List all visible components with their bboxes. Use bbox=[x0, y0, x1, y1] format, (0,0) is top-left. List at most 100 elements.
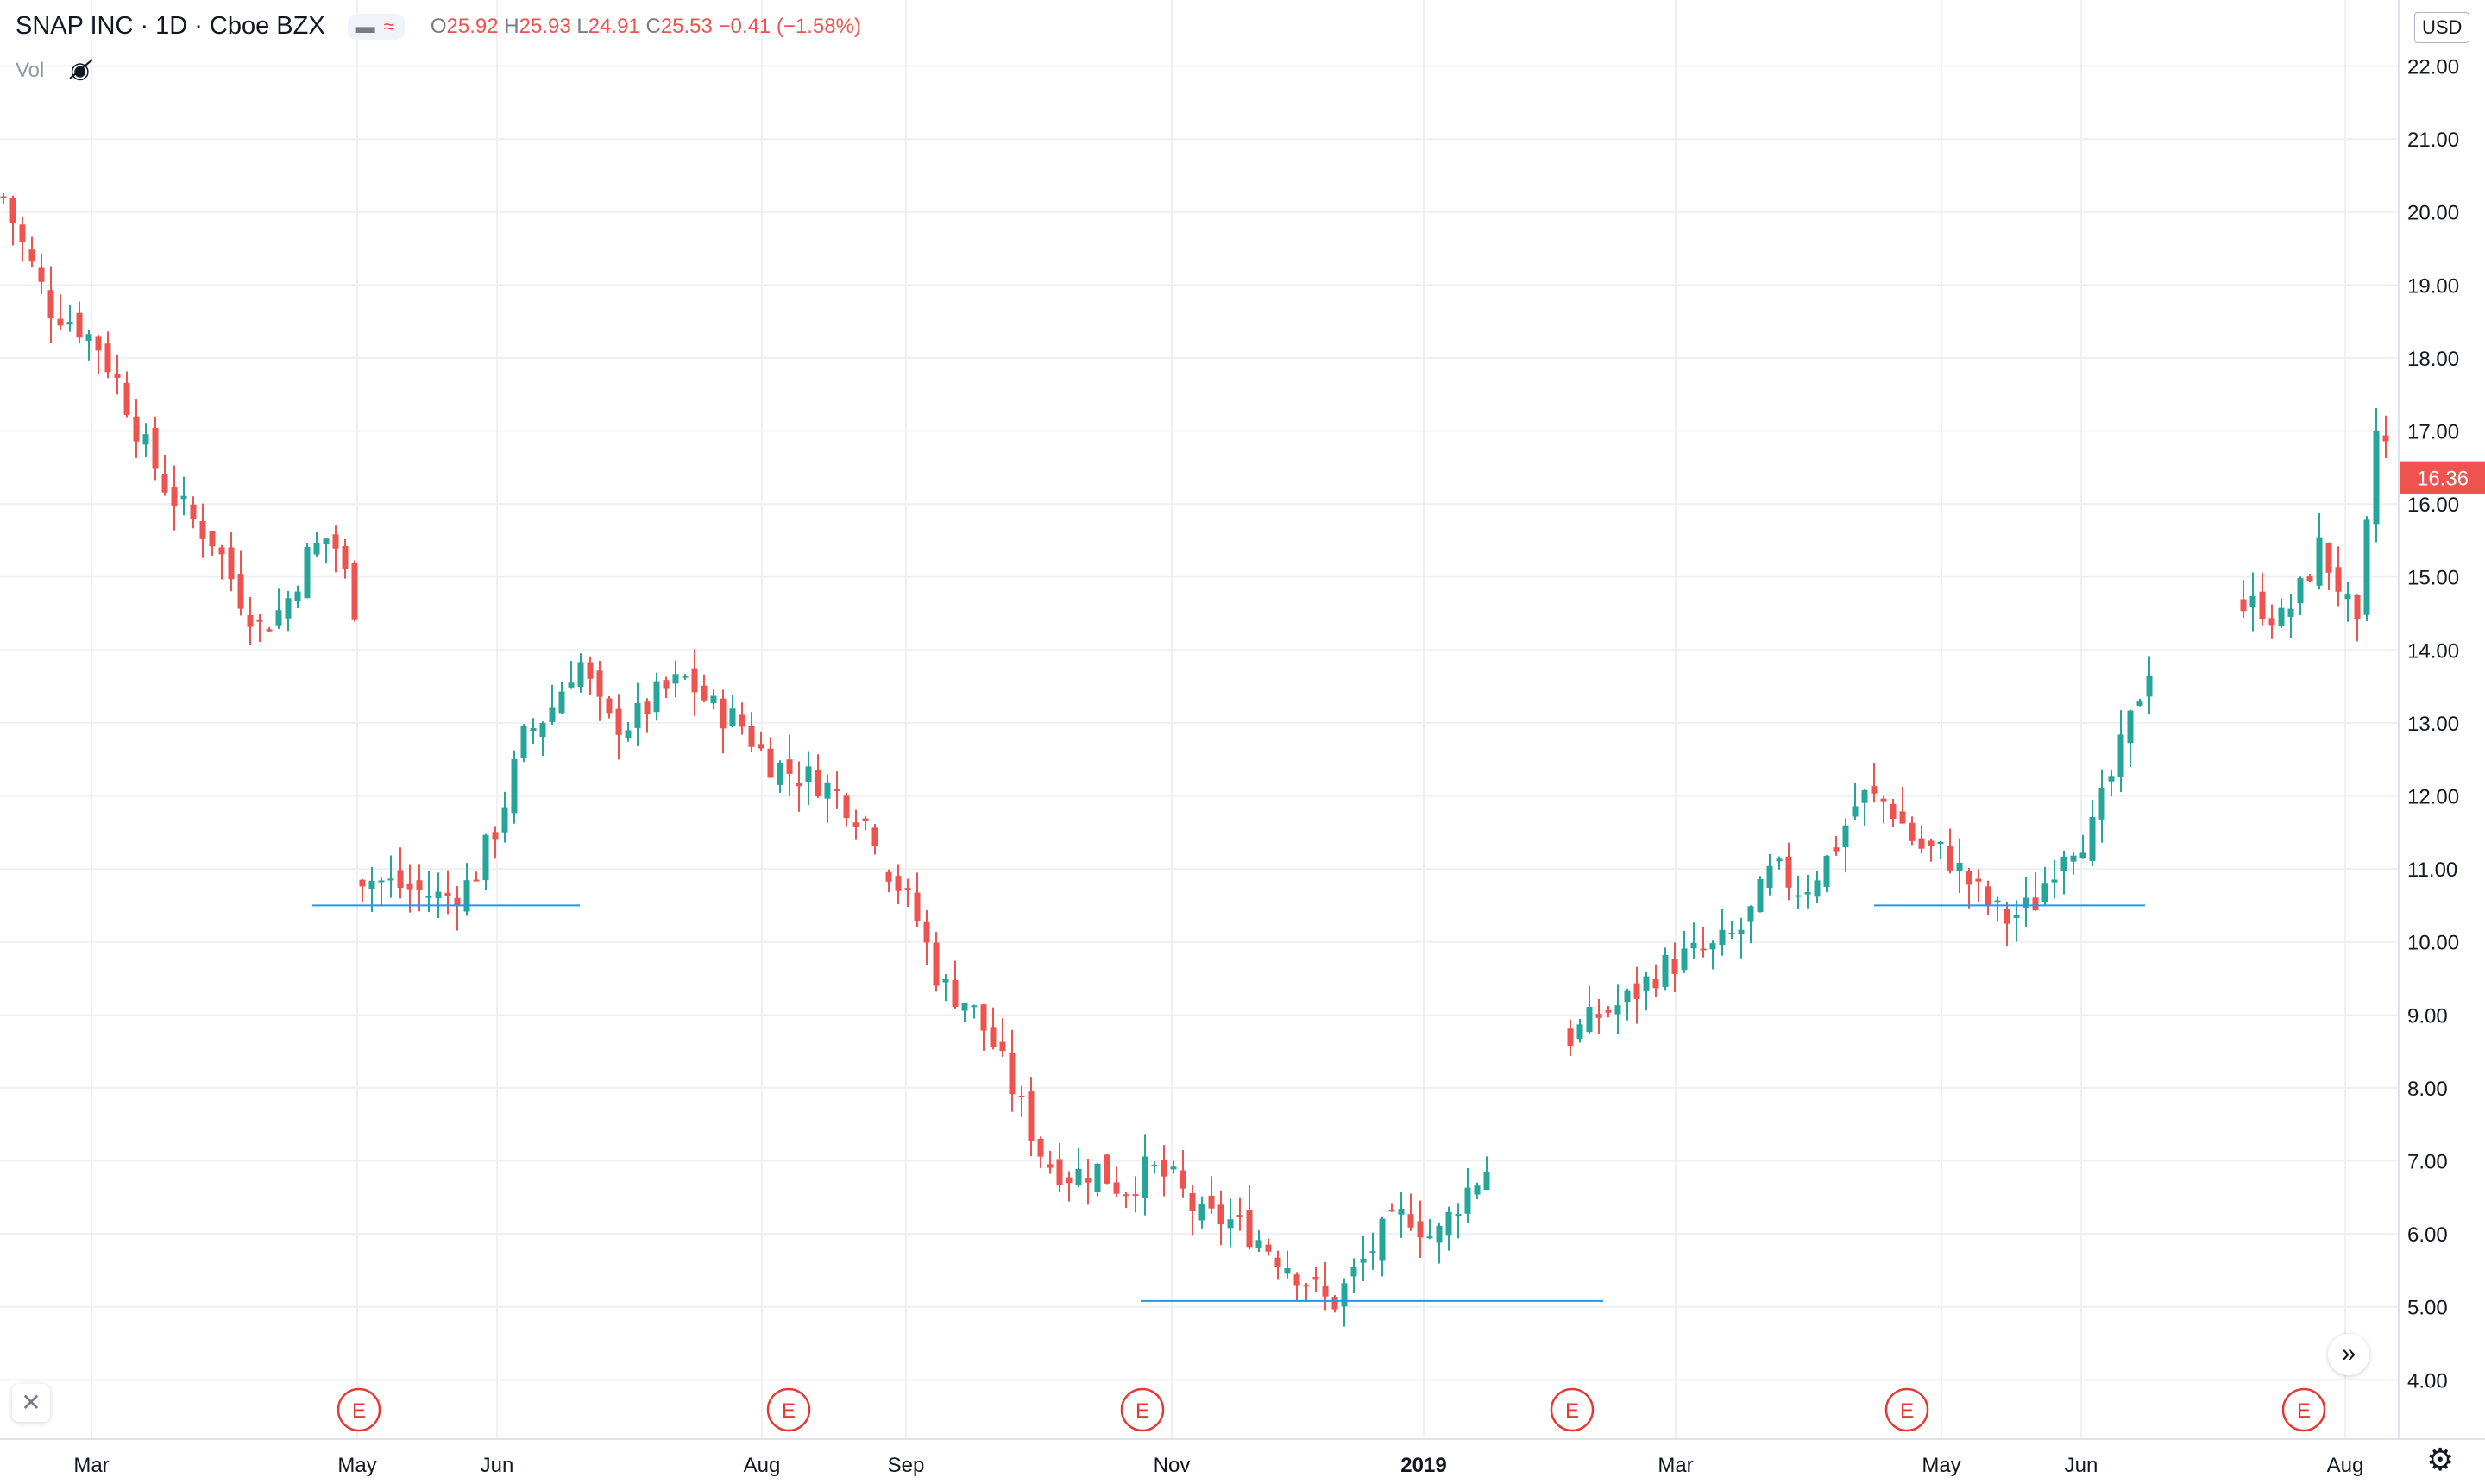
candle-body bbox=[1776, 858, 1783, 862]
candle-body bbox=[425, 896, 432, 898]
time-tick-label: Jun bbox=[481, 1454, 514, 1477]
high-value: 25.93 bbox=[519, 14, 571, 38]
chart-style-pill[interactable]: ▬ ≈ bbox=[347, 13, 405, 40]
price-tick-label: 20.00 bbox=[2407, 202, 2459, 225]
candle-body bbox=[1180, 1170, 1186, 1189]
candlestick-series bbox=[0, 193, 2389, 1327]
time-tick-label: Jun bbox=[2065, 1454, 2098, 1477]
candle-body bbox=[644, 701, 651, 714]
candle-body bbox=[313, 542, 320, 555]
candle-body bbox=[1293, 1274, 1300, 1286]
candle-body bbox=[862, 818, 869, 821]
candle-body bbox=[285, 598, 292, 619]
candle-body bbox=[1018, 1096, 1025, 1098]
scroll-right-icon[interactable]: » bbox=[2328, 1334, 2369, 1375]
candle-body bbox=[2268, 618, 2275, 626]
price-tick-label: 16.00 bbox=[2407, 494, 2459, 517]
candle-body bbox=[1322, 1285, 1329, 1297]
eye-hidden-icon[interactable]: ◉ bbox=[70, 57, 91, 83]
candle-body bbox=[942, 979, 949, 983]
candle-body bbox=[387, 878, 394, 881]
candle-body bbox=[1284, 1268, 1291, 1274]
candle-body bbox=[1804, 892, 1811, 895]
candle-body bbox=[114, 374, 121, 378]
candle-body bbox=[606, 698, 613, 714]
candle-body bbox=[1379, 1218, 1386, 1261]
candle-body bbox=[1037, 1138, 1044, 1157]
candle-body bbox=[758, 744, 764, 749]
price-tick-label: 21.00 bbox=[2407, 129, 2459, 152]
candle-body bbox=[2146, 675, 2153, 697]
candle-body bbox=[19, 224, 26, 242]
time-tick-label: Sep bbox=[888, 1454, 925, 1477]
candle-body bbox=[520, 726, 527, 758]
candle-body bbox=[1056, 1159, 1063, 1186]
candle-body bbox=[171, 487, 178, 506]
candle-body bbox=[1028, 1091, 1035, 1141]
candle-body bbox=[2051, 879, 2058, 883]
close-icon[interactable]: ✕ bbox=[12, 1384, 50, 1422]
time-tick-label: Mar bbox=[1658, 1454, 1693, 1477]
candle-body bbox=[1719, 929, 1726, 946]
candle-body bbox=[1595, 1014, 1602, 1018]
candle-body bbox=[539, 723, 546, 738]
time-tick-label: Aug bbox=[744, 1454, 781, 1477]
candle-body bbox=[1341, 1283, 1348, 1307]
earnings-marker-label: E bbox=[2297, 1399, 2311, 1423]
candle-body bbox=[1747, 906, 1754, 922]
price-axis: 4.00 5.00 6.00 7.00 8.00 9.00 10.00 11.00 12.00 1… bbox=[2398, 0, 2485, 1439]
interval-label[interactable]: 1D bbox=[155, 12, 188, 40]
open-label: O bbox=[430, 14, 447, 38]
candle-body bbox=[2344, 594, 2351, 600]
candle-body bbox=[530, 728, 537, 731]
time-tick-label: May bbox=[337, 1454, 376, 1477]
candle-body bbox=[209, 531, 216, 547]
candle-body bbox=[1455, 1214, 1462, 1217]
price-tick-label: 12.00 bbox=[2407, 786, 2459, 809]
symbol-name[interactable]: SNAP INC bbox=[16, 12, 134, 40]
earnings-marker bbox=[1884, 1387, 1929, 1432]
candle-body bbox=[123, 382, 130, 415]
candle-body bbox=[1956, 862, 1963, 871]
candle-body bbox=[95, 336, 102, 351]
wave-icon: ≈ bbox=[383, 15, 396, 37]
candle-body bbox=[1464, 1187, 1471, 1214]
candle-body bbox=[2382, 435, 2389, 442]
candle-body bbox=[805, 766, 812, 783]
candle-body bbox=[843, 795, 850, 819]
candle-body bbox=[2060, 856, 2067, 871]
candle-body bbox=[1890, 803, 1897, 819]
candle-body bbox=[323, 538, 330, 544]
candle-body bbox=[2004, 909, 2010, 924]
gear-icon[interactable]: ⚙ bbox=[2426, 1442, 2455, 1477]
candle-body bbox=[2373, 431, 2380, 525]
candle-body bbox=[76, 312, 83, 338]
candle-body bbox=[435, 891, 442, 898]
candle-body bbox=[1426, 1236, 1433, 1239]
candle-body bbox=[1227, 1219, 1234, 1229]
candle-body bbox=[473, 879, 480, 882]
candle-body bbox=[1814, 880, 1821, 897]
candle-body bbox=[933, 942, 940, 986]
earnings-marker bbox=[2281, 1387, 2326, 1432]
candle-body bbox=[999, 1041, 1006, 1052]
candle-body bbox=[549, 707, 556, 722]
candle-body bbox=[492, 832, 499, 840]
price-tick-label: 4.00 bbox=[2407, 1369, 2448, 1393]
symbol-legend: SNAP INC · 1D · Cboe BZX ▬ ≈ O25.92 H25.… bbox=[16, 12, 861, 41]
candle-body bbox=[1189, 1192, 1196, 1212]
candle-body bbox=[852, 822, 859, 827]
candle-body bbox=[824, 782, 831, 799]
candle-body bbox=[1681, 948, 1688, 970]
currency-badge[interactable]: USD bbox=[2414, 12, 2470, 43]
candle-body bbox=[2023, 897, 2029, 909]
candle-body bbox=[1142, 1156, 1148, 1198]
candle-body bbox=[161, 474, 168, 493]
earnings-marker bbox=[337, 1387, 381, 1432]
candle-body bbox=[256, 619, 263, 622]
candle-body bbox=[1899, 811, 1906, 824]
earnings-marker bbox=[1550, 1387, 1595, 1432]
candle-body bbox=[1265, 1244, 1272, 1252]
candle-body bbox=[2127, 710, 2134, 744]
